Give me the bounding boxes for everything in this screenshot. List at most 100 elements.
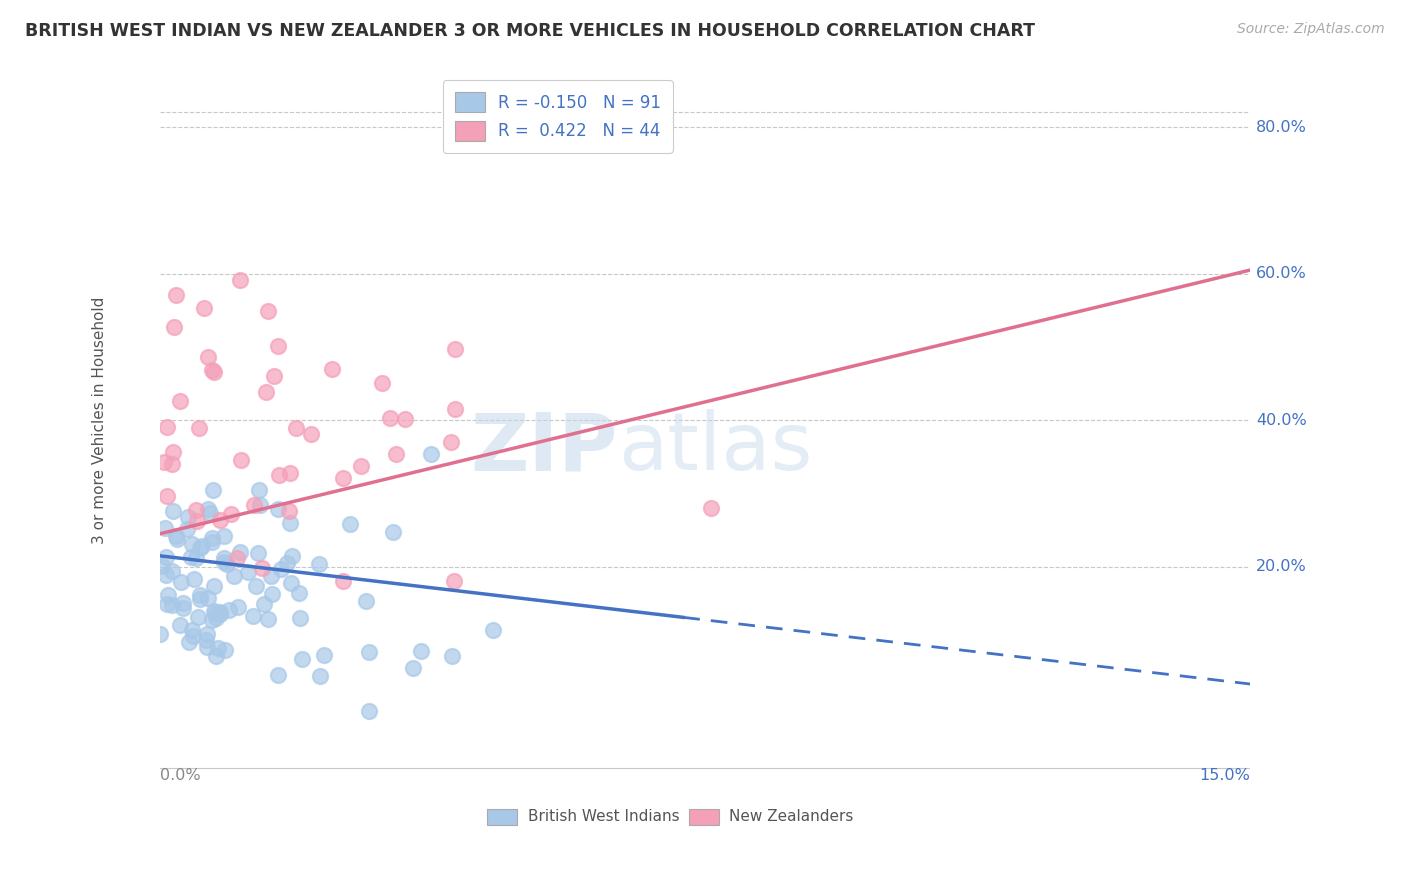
Point [201, 535, 224, 549]
Point [202, 579, 225, 593]
Point [278, 516, 301, 530]
Point [249, 498, 271, 512]
Text: 0.0%: 0.0% [160, 768, 201, 783]
Point [202, 483, 225, 497]
Point [481, 624, 503, 638]
Point [700, 501, 723, 516]
Point [299, 426, 322, 441]
Text: New Zealanders: New Zealanders [730, 809, 853, 824]
Point [160, 565, 183, 579]
Point [201, 531, 224, 545]
Point [221, 507, 243, 521]
Point [195, 640, 218, 655]
Text: 20.0%: 20.0% [1256, 559, 1306, 574]
Point [190, 539, 212, 553]
Point [321, 362, 343, 376]
Point [163, 319, 186, 334]
Point [269, 467, 291, 482]
Point [214, 555, 236, 569]
Point [253, 597, 276, 611]
Point [236, 565, 259, 579]
Point [440, 435, 463, 450]
Point [209, 513, 232, 527]
Point [207, 640, 229, 655]
Point [169, 393, 191, 408]
Point [378, 410, 401, 425]
Point [246, 546, 269, 560]
Point [280, 576, 302, 591]
Point [359, 704, 381, 718]
Point [308, 558, 330, 572]
Text: ZIP: ZIP [471, 409, 617, 487]
Point [229, 544, 252, 558]
Point [444, 401, 467, 416]
FancyBboxPatch shape [486, 809, 517, 825]
Point [150, 558, 173, 573]
Point [339, 517, 361, 532]
Point [411, 644, 433, 658]
Point [420, 447, 443, 461]
Point [193, 301, 215, 316]
Point [181, 629, 204, 643]
Point [204, 606, 226, 620]
Point [371, 376, 394, 390]
Point [149, 627, 172, 641]
Text: 60.0%: 60.0% [1256, 266, 1306, 281]
Point [247, 483, 270, 498]
Point [195, 633, 218, 648]
Point [287, 586, 309, 600]
Legend: R = -0.150   N = 91, R =  0.422   N = 44: R = -0.150 N = 91, R = 0.422 N = 44 [443, 80, 672, 153]
Point [250, 561, 273, 575]
FancyBboxPatch shape [689, 809, 720, 825]
Point [291, 652, 314, 666]
Point [201, 363, 224, 377]
Point [162, 445, 184, 459]
Point [186, 550, 208, 565]
Point [259, 568, 281, 582]
Point [290, 611, 312, 625]
Point [181, 537, 204, 551]
Point [187, 610, 209, 624]
Point [202, 365, 225, 379]
Point [169, 618, 191, 632]
Point [188, 588, 211, 602]
Point [278, 504, 301, 518]
Point [281, 549, 304, 564]
Point [181, 624, 204, 638]
Point [209, 605, 232, 619]
Point [166, 532, 188, 546]
Point [382, 524, 405, 539]
Point [357, 645, 380, 659]
Point [245, 578, 267, 592]
Point [314, 648, 336, 662]
Point [190, 592, 212, 607]
Point [183, 572, 205, 586]
Point [209, 607, 232, 622]
Point [170, 575, 193, 590]
Point [217, 557, 239, 571]
Point [284, 421, 307, 435]
Point [201, 613, 224, 627]
Text: 80.0%: 80.0% [1256, 120, 1306, 135]
Point [157, 588, 180, 602]
Point [172, 596, 194, 610]
Point [197, 591, 219, 605]
Point [332, 574, 354, 589]
Point [184, 503, 207, 517]
Point [444, 342, 467, 356]
Point [208, 607, 231, 621]
Text: 15.0%: 15.0% [1199, 768, 1250, 783]
Point [212, 551, 235, 566]
Point [443, 574, 465, 589]
Point [356, 593, 378, 607]
Point [267, 502, 290, 516]
Point [172, 600, 194, 615]
Point [394, 411, 416, 425]
Point [243, 498, 266, 512]
Point [155, 549, 177, 564]
Point [441, 648, 464, 663]
Point [218, 603, 240, 617]
Point [266, 668, 288, 682]
Point [385, 447, 408, 461]
Point [214, 529, 236, 543]
